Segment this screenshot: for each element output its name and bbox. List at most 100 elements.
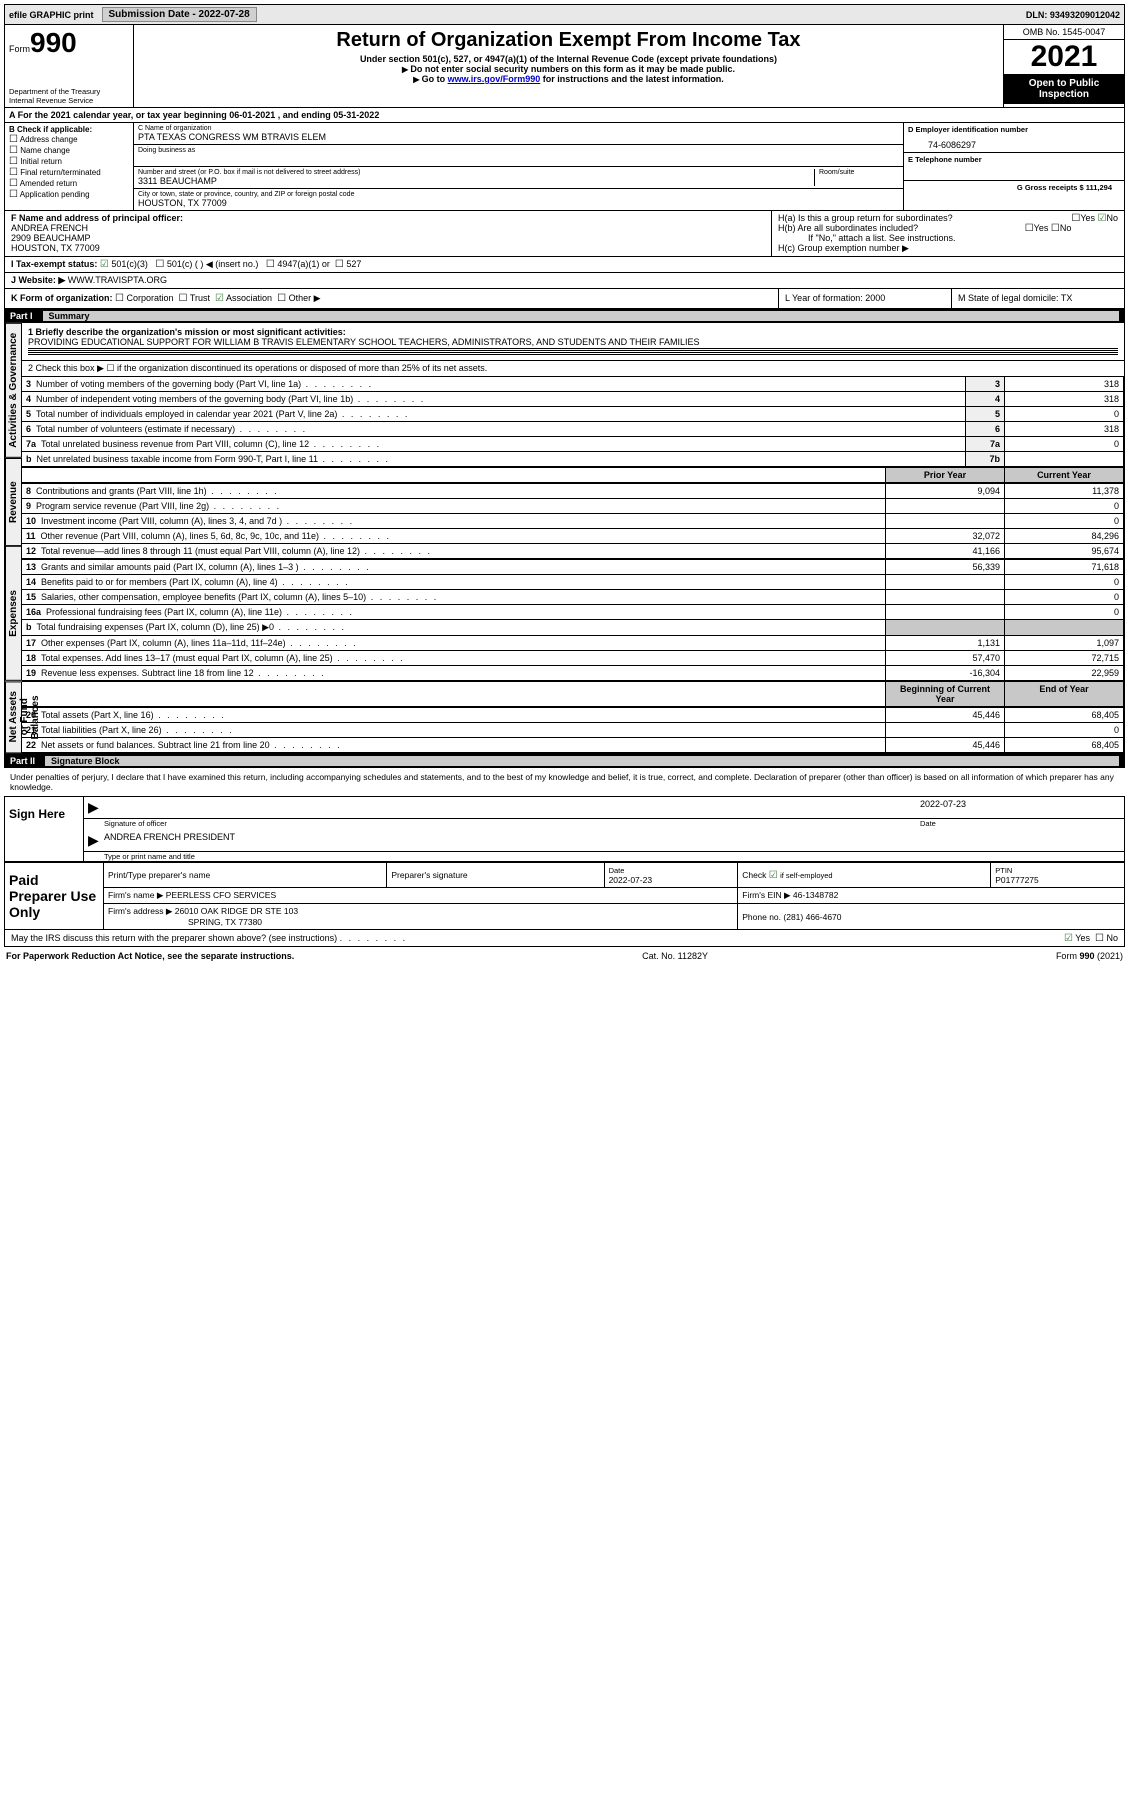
ptin-value: P01777275	[995, 875, 1039, 885]
firm-addr2: SPRING, TX 77380	[108, 917, 262, 927]
footer-cat: Cat. No. 11282Y	[642, 951, 708, 961]
part1-header: Part I Summary	[4, 309, 1125, 323]
h-a-row: H(a) Is this a group return for subordin…	[778, 213, 1118, 223]
table-row: 20 Total assets (Part X, line 16)45,4466…	[22, 708, 1124, 723]
box-b-label: B Check if applicable:	[9, 125, 129, 134]
org-name-label: C Name of organization	[138, 125, 899, 132]
expense-table: 13 Grants and similar amounts paid (Part…	[22, 559, 1124, 681]
sig-date-label: Date	[920, 819, 1120, 828]
paid-preparer-label: Paid Preparer Use Only	[5, 863, 104, 930]
form-org-row: K Form of organization: ☐ Corporation ☐ …	[4, 289, 1125, 309]
table-row: 7a Total unrelated business revenue from…	[22, 437, 1124, 452]
box-b-item: ☐ Amended return	[9, 178, 129, 189]
table-row: b Net unrelated business taxable income …	[22, 452, 1124, 467]
city-label: City or town, state or province, country…	[138, 191, 899, 198]
footer-right: Form 990 (2021)	[1056, 951, 1123, 961]
part2-label: Part II	[10, 756, 45, 766]
subtitle-3: Go to www.irs.gov/Form990 for instructio…	[142, 74, 995, 84]
formorg-label: K Form of organization:	[11, 293, 113, 303]
box-b-item: ☐ Initial return	[9, 156, 129, 167]
sig-date: 2022-07-23	[920, 799, 1120, 816]
preparer-table: Paid Preparer Use Only Print/Type prepar…	[4, 862, 1125, 930]
summary-block: Activities & Governance Revenue Expenses…	[4, 323, 1125, 754]
form-title: Return of Organization Exempt From Incom…	[142, 29, 995, 52]
check-label: Check	[742, 870, 766, 880]
ha-no: No	[1106, 213, 1118, 223]
firm-ein: 46-1348782	[793, 890, 838, 900]
org-name: PTA TEXAS CONGRESS WM BTRAVIS ELEM	[138, 132, 899, 142]
box-b-item: ☐ Application pending	[9, 189, 129, 200]
submission-date-button[interactable]: Submission Date - 2022-07-28	[102, 7, 257, 22]
box-b: B Check if applicable: ☐ Address change☐…	[5, 123, 134, 210]
part1-label: Part I	[10, 311, 43, 321]
section-a-period: A For the 2021 calendar year, or tax yea…	[4, 108, 1125, 123]
box-b-item: ☐ Final return/terminated	[9, 167, 129, 178]
gross-receipts: G Gross receipts $ 111,294	[908, 183, 1120, 192]
dln-label: DLN: 93493209012042	[1026, 10, 1120, 20]
table-row: b Total fundraising expenses (Part IX, c…	[22, 620, 1124, 636]
side-expenses: Expenses	[5, 546, 22, 681]
officer-label: F Name and address of principal officer:	[11, 213, 765, 223]
501c: 501(c) ( ) ◀ (insert no.)	[167, 259, 258, 269]
side-revenue: Revenue	[5, 458, 22, 546]
form-header: Form990 Department of the Treasury Inter…	[4, 25, 1125, 108]
form-num: 990	[30, 27, 77, 58]
table-row: 6 Total number of volunteers (estimate i…	[22, 422, 1124, 437]
table-row: 18 Total expenses. Add lines 13–17 (must…	[22, 651, 1124, 666]
501c3: 501(c)(3)	[111, 259, 148, 269]
website-label: J Website: ▶	[11, 275, 65, 285]
line2-checkbox: 2 Check this box ▶ ☐ if the organization…	[22, 361, 1124, 376]
form-word: Form	[9, 44, 30, 54]
box-b-item: ☐ Name change	[9, 145, 129, 156]
discuss-no: No	[1106, 933, 1118, 943]
irs-link[interactable]: www.irs.gov/Form990	[448, 74, 541, 84]
table-row: 12 Total revenue—add lines 8 through 11 …	[22, 544, 1124, 559]
table-row: 9 Program service revenue (Part VIII, li…	[22, 499, 1124, 514]
discuss-question: May the IRS discuss this return with the…	[11, 933, 337, 943]
side-netassets: Net Assets or Fund Balances	[5, 681, 22, 753]
ein-value: 74-6086297	[908, 134, 1120, 150]
revenue-head: Prior YearCurrent Year	[22, 467, 1124, 483]
table-row: 5 Total number of individuals employed i…	[22, 407, 1124, 422]
mission-label: 1 Briefly describe the organization's mi…	[28, 327, 1118, 337]
box-b-item: ☐ Address change	[9, 134, 129, 145]
sign-here-label: Sign Here	[5, 797, 84, 861]
firm-phone-label: Phone no.	[742, 912, 781, 922]
527: 527	[346, 259, 361, 269]
tax-status-row: I Tax-exempt status: ☑ 501(c)(3) ☐ 501(c…	[4, 257, 1125, 289]
efile-label: efile GRAPHIC print	[9, 10, 94, 20]
irs-label: Internal Revenue Service	[9, 96, 129, 105]
begin-year-head: Beginning of Current Year	[886, 682, 1005, 707]
part2-title: Signature Block	[45, 756, 1119, 766]
table-row: 16a Professional fundraising fees (Part …	[22, 605, 1124, 620]
tax-year: 2021	[1004, 40, 1124, 74]
h-b-row: H(b) Are all subordinates included? ☐Yes…	[778, 223, 1118, 233]
sign-here-block: Sign Here ▶ 2022-07-23 Signature of offi…	[4, 796, 1125, 862]
subtitle-1: Under section 501(c), 527, or 4947(a)(1)…	[142, 54, 995, 64]
page-footer: For Paperwork Reduction Act Notice, see …	[4, 947, 1125, 965]
table-row: 3 Number of voting members of the govern…	[22, 377, 1124, 392]
ptin-label: PTIN	[995, 866, 1012, 875]
prep-name-head: Print/Type preparer's name	[104, 863, 387, 888]
table-row: 15 Salaries, other compensation, employe…	[22, 590, 1124, 605]
street-label: Number and street (or P.O. box if mail i…	[138, 169, 814, 176]
part1-title: Summary	[43, 311, 1119, 321]
netassets-table: 20 Total assets (Part X, line 16)45,4466…	[22, 707, 1124, 753]
k-corp: Corporation	[127, 293, 174, 303]
street-value: 3311 BEAUCHAMP	[138, 176, 814, 186]
prep-date: 2022-07-23	[609, 875, 652, 885]
sig-officer-label: Signature of officer	[104, 819, 920, 828]
officer-city: HOUSTON, TX 77009	[11, 243, 765, 253]
table-row: 10 Investment income (Part VIII, column …	[22, 514, 1124, 529]
omb-number: OMB No. 1545-0047	[1004, 25, 1124, 40]
table-row: 22 Net assets or fund balances. Subtract…	[22, 738, 1124, 753]
current-year-head: Current Year	[1005, 468, 1124, 483]
efile-top-bar: efile GRAPHIC print Submission Date - 20…	[4, 4, 1125, 25]
hb-label: H(b) Are all subordinates included?	[778, 223, 918, 233]
name-title-label: Type or print name and title	[84, 852, 1124, 861]
form-number: Form990	[9, 27, 129, 59]
prep-sig-head: Preparer's signature	[387, 863, 604, 888]
table-row: 14 Benefits paid to or for members (Part…	[22, 575, 1124, 590]
table-row: 17 Other expenses (Part IX, column (A), …	[22, 636, 1124, 651]
state-domicile: M State of legal domicile: TX	[951, 289, 1124, 308]
